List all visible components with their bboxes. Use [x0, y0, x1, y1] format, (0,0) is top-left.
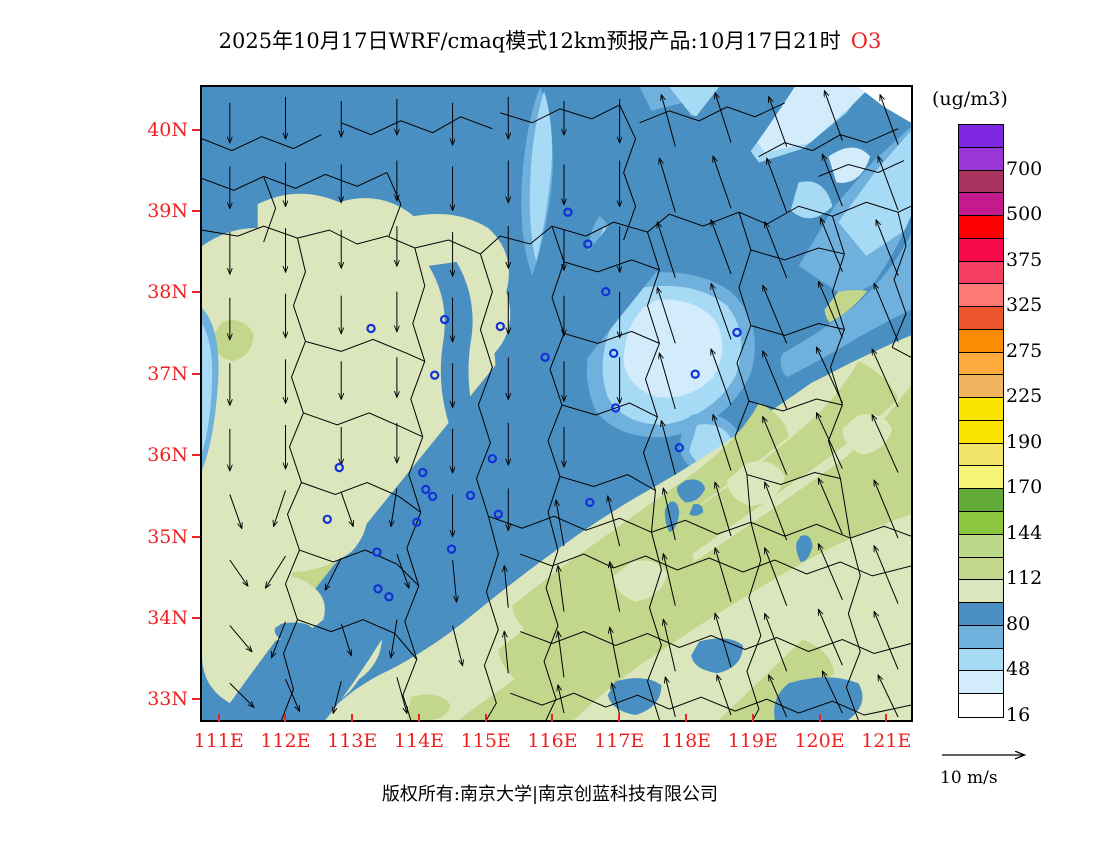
lon-tick-113E: 113E — [327, 730, 378, 752]
colorbar-tick-375: 375 — [1006, 248, 1043, 271]
lon-tick-111E: 111E — [193, 730, 244, 752]
colorbar-band-1 — [959, 147, 1003, 171]
copyright-text: 版权所有:南京大学|南京创蓝科技有限公司 — [381, 784, 719, 805]
colorbar-band-23 — [959, 648, 1003, 672]
lon-tick-mark — [885, 714, 888, 722]
lon-tick-mark — [284, 714, 287, 722]
lat-tick-mark — [192, 698, 200, 701]
admin-boundary-layer — [202, 102, 911, 720]
colorbar-band-25 — [959, 694, 1003, 717]
lon-tick-mark — [484, 714, 487, 722]
lon-tick-116E: 116E — [527, 730, 578, 752]
lat-tick-35N: 35N — [147, 525, 188, 548]
lat-tick-37N: 37N — [147, 362, 188, 385]
colorbar-tick-labels: 700 500 375 325 275 225 190 170 144 112 80 48 16 — [1006, 124, 1096, 724]
colorbar-unit-label: (ug/m3) — [932, 88, 1008, 110]
colorbar-tick-144: 144 — [1006, 521, 1043, 544]
wind-scale-arrow-icon — [942, 745, 1048, 767]
lon-tick-120E: 120E — [794, 730, 845, 752]
lon-tick-114E: 114E — [393, 730, 445, 752]
colorbar-band-5 — [959, 238, 1003, 262]
lon-tick-mark — [818, 714, 821, 722]
lon-tick-mark — [551, 714, 554, 722]
lon-tick-118E: 118E — [660, 730, 712, 752]
lat-tick-mark — [192, 291, 200, 294]
lon-tick-112E: 112E — [260, 730, 311, 752]
lat-tick-mark — [192, 454, 200, 457]
forecast-map-plot[interactable] — [200, 85, 913, 722]
colorbar-band-14 — [959, 443, 1003, 467]
colorbar-tick-700: 700 — [1006, 157, 1043, 180]
lat-tick-39N: 39N — [147, 200, 188, 223]
title-text: 2025年10月17日WRF/cmaq模式12km预报产品:10月17日21时 — [218, 29, 841, 53]
colorbar-band-10 — [959, 352, 1003, 376]
lat-tick-mark — [192, 128, 200, 131]
colorbar-band-12 — [959, 398, 1003, 421]
lon-tick-mark — [751, 714, 754, 722]
colorbar-band-19 — [959, 557, 1003, 581]
page-title: 2025年10月17日WRF/cmaq模式12km预报产品:10月17日21时 O… — [0, 25, 1100, 55]
colorbar-band-21 — [959, 603, 1003, 626]
colorbar-band-6 — [959, 261, 1003, 285]
colorbar-band-2 — [959, 170, 1003, 194]
colorbar-band-18 — [959, 534, 1003, 558]
lon-tick-mark — [618, 714, 621, 722]
colorbar-band-13 — [959, 420, 1003, 444]
lat-tick-34N: 34N — [147, 606, 188, 629]
colorbar-tick-275: 275 — [1006, 339, 1043, 362]
lat-tick-mark — [192, 616, 200, 619]
lat-tick-38N: 38N — [147, 281, 188, 304]
colorbar[interactable] — [958, 124, 1004, 718]
lat-tick-mark — [192, 535, 200, 538]
colorbar-band-3 — [959, 193, 1003, 217]
colorbar-band-20 — [959, 580, 1003, 604]
colorbar-band-22 — [959, 625, 1003, 649]
colorbar-tick-325: 325 — [1006, 294, 1043, 317]
colorbar-tick-170: 170 — [1006, 476, 1043, 499]
lon-tick-115E: 115E — [460, 730, 511, 752]
map-svg — [202, 87, 911, 720]
colorbar-band-7 — [959, 284, 1003, 308]
colorbar-band-4 — [959, 216, 1003, 239]
lon-tick-mark — [417, 714, 420, 722]
colorbar-tick-80: 80 — [1006, 612, 1031, 635]
colorbar-tick-48: 48 — [1006, 658, 1031, 681]
lat-tick-mark — [192, 372, 200, 375]
colorbar-tick-16: 16 — [1006, 704, 1031, 726]
lat-tick-40N: 40N — [147, 118, 188, 141]
colorbar-band-9 — [959, 329, 1003, 353]
wind-scale-label: 10 m/s — [940, 768, 998, 788]
lon-tick-mark — [685, 714, 687, 722]
lat-tick-mark — [192, 210, 200, 213]
colorbar-band-0 — [959, 125, 1003, 148]
colorbar-band-11 — [959, 375, 1003, 399]
lon-tick-mark — [351, 714, 354, 722]
colorbar-band-8 — [959, 307, 1003, 330]
colorbar-tick-225: 225 — [1006, 385, 1043, 408]
colorbar-tick-500: 500 — [1006, 203, 1043, 226]
colorbar-tick-190: 190 — [1006, 430, 1043, 453]
colorbar-band-15 — [959, 466, 1003, 490]
wind-vector-layer — [230, 91, 899, 718]
station-marker-layer — [322, 207, 742, 602]
lon-tick-mark — [217, 714, 220, 722]
lat-tick-33N: 33N — [147, 688, 188, 711]
wind-scale-key: 10 m/s — [938, 745, 1088, 788]
lon-tick-121E: 121E — [861, 730, 912, 752]
colorbar-band-16 — [959, 489, 1003, 513]
lat-tick-36N: 36N — [147, 444, 188, 467]
colorbar-band-17 — [959, 512, 1003, 535]
lon-tick-119E: 119E — [727, 730, 778, 752]
lon-tick-117E: 117E — [594, 730, 645, 752]
colorbar-tick-112: 112 — [1006, 567, 1043, 590]
title-species: O3 — [850, 29, 882, 53]
colorbar-band-24 — [959, 671, 1003, 695]
